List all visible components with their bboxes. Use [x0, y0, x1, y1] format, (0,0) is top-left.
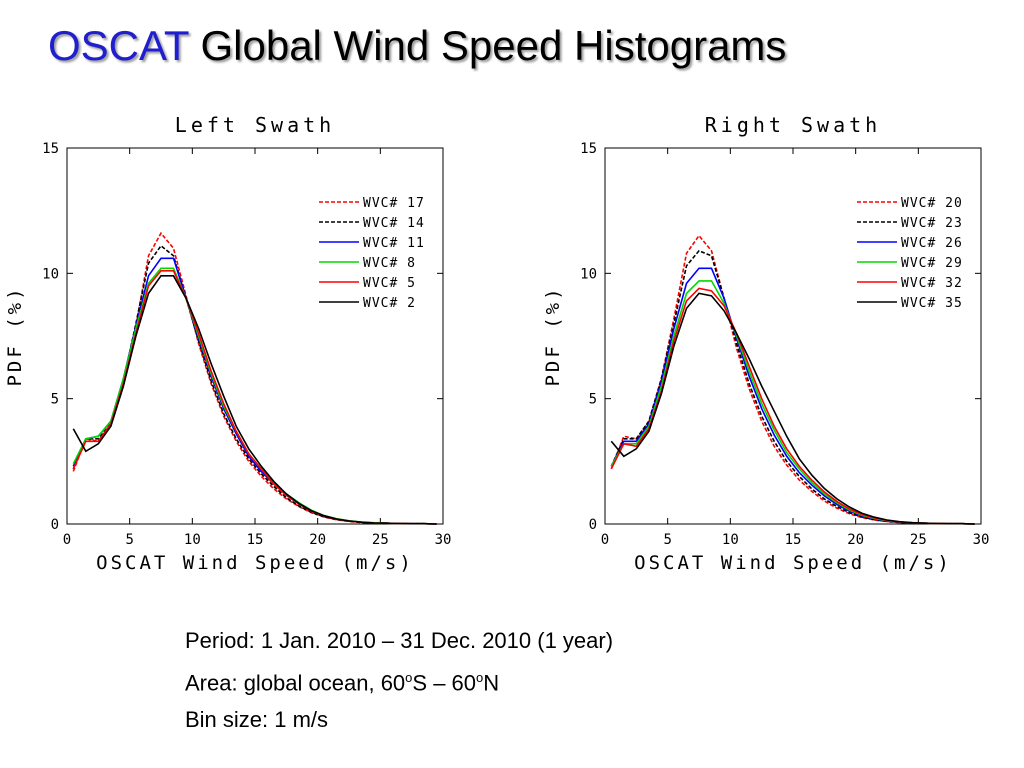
x-tick-label: 25	[372, 532, 389, 548]
x-tick-label: 15	[785, 532, 802, 548]
x-tick-label: 30	[435, 532, 452, 548]
right-swath-chart: Right Swath 0 5 10 15 20 25 30 0 5 10 15 OSCAT Wind …	[542, 113, 990, 574]
series-line-wvc-35	[610, 292, 975, 525]
slide-title-rest: Global Wind Speed Histograms	[200, 22, 787, 69]
left-swath-chart: Left Swath 0 5 10 15 20 25 30 0 5 10 15 OSCAT Wind S…	[4, 113, 452, 574]
legend-label: WVC# 5	[363, 276, 416, 291]
series-line-wvc-32	[610, 287, 975, 525]
y-tick-label: 5	[589, 392, 597, 408]
x-tick-label: 20	[847, 532, 864, 548]
legend-label: WVC# 26	[901, 236, 963, 251]
legend-label: WVC# 29	[901, 256, 963, 271]
series-line-wvc-23	[610, 249, 975, 525]
y-tick-label: 10	[42, 266, 59, 282]
y-tick-label: 0	[51, 517, 59, 533]
x-tick-label: 20	[309, 532, 326, 548]
x-tick-label: 5	[663, 532, 671, 548]
chart-title: Left Swath	[175, 113, 335, 137]
y-axis-label: PDF (%)	[4, 285, 26, 386]
legend-label: WVC# 17	[363, 196, 425, 211]
legend-label: WVC# 2	[363, 296, 416, 311]
legend-label: WVC# 32	[901, 276, 963, 291]
x-tick-label: 10	[722, 532, 739, 548]
x-tick-label: 0	[601, 532, 609, 548]
y-tick-label: 15	[580, 141, 597, 157]
y-tick-label: 0	[589, 517, 597, 533]
series-line-wvc-2	[72, 274, 437, 525]
slide-title: OSCAT Global Wind Speed Histograms	[48, 22, 786, 70]
y-tick-label: 5	[51, 392, 59, 408]
x-axis-label: OSCAT Wind Speed (m/s)	[96, 552, 414, 574]
bin-note: Bin size: 1 m/s	[185, 707, 329, 733]
degree-sup-1: o	[405, 670, 413, 685]
area-mid: S – 60	[412, 670, 477, 696]
area-prefix: Area: global ocean, 60	[185, 670, 406, 696]
y-axis-label: PDF (%)	[542, 285, 564, 386]
legend-label: WVC# 14	[363, 216, 425, 231]
area-note: Area: global ocean, 60oS – 60oN	[185, 659, 613, 701]
notes: Period: 1 Jan. 2010 – 31 Dec. 2010 (1 ye…	[185, 622, 613, 738]
legend-label: WVC# 8	[363, 256, 416, 271]
legend-label: WVC# 35	[901, 296, 963, 311]
legend-label: WVC# 20	[901, 196, 963, 211]
x-tick-label: 0	[63, 532, 71, 548]
area-suffix: N	[483, 670, 500, 696]
x-tick-label: 25	[910, 532, 927, 548]
x-tick-label: 5	[125, 532, 133, 548]
x-tick-label: 30	[973, 532, 990, 548]
legend-label: WVC# 23	[901, 216, 963, 231]
y-tick-label: 15	[42, 141, 59, 157]
chart-title: Right Swath	[705, 113, 881, 137]
slide-title-accent: OSCAT	[48, 22, 189, 69]
x-tick-label: 10	[184, 532, 201, 548]
series-line-wvc-29	[610, 280, 975, 525]
degree-sup-2: o	[476, 670, 484, 685]
x-tick-label: 15	[247, 532, 264, 548]
legend-label: WVC# 11	[363, 236, 425, 251]
y-tick-label: 10	[580, 266, 597, 282]
period-note: Period: 1 Jan. 2010 – 31 Dec. 2010 (1 ye…	[185, 628, 614, 653]
x-axis-label: OSCAT Wind Speed (m/s)	[634, 552, 952, 574]
